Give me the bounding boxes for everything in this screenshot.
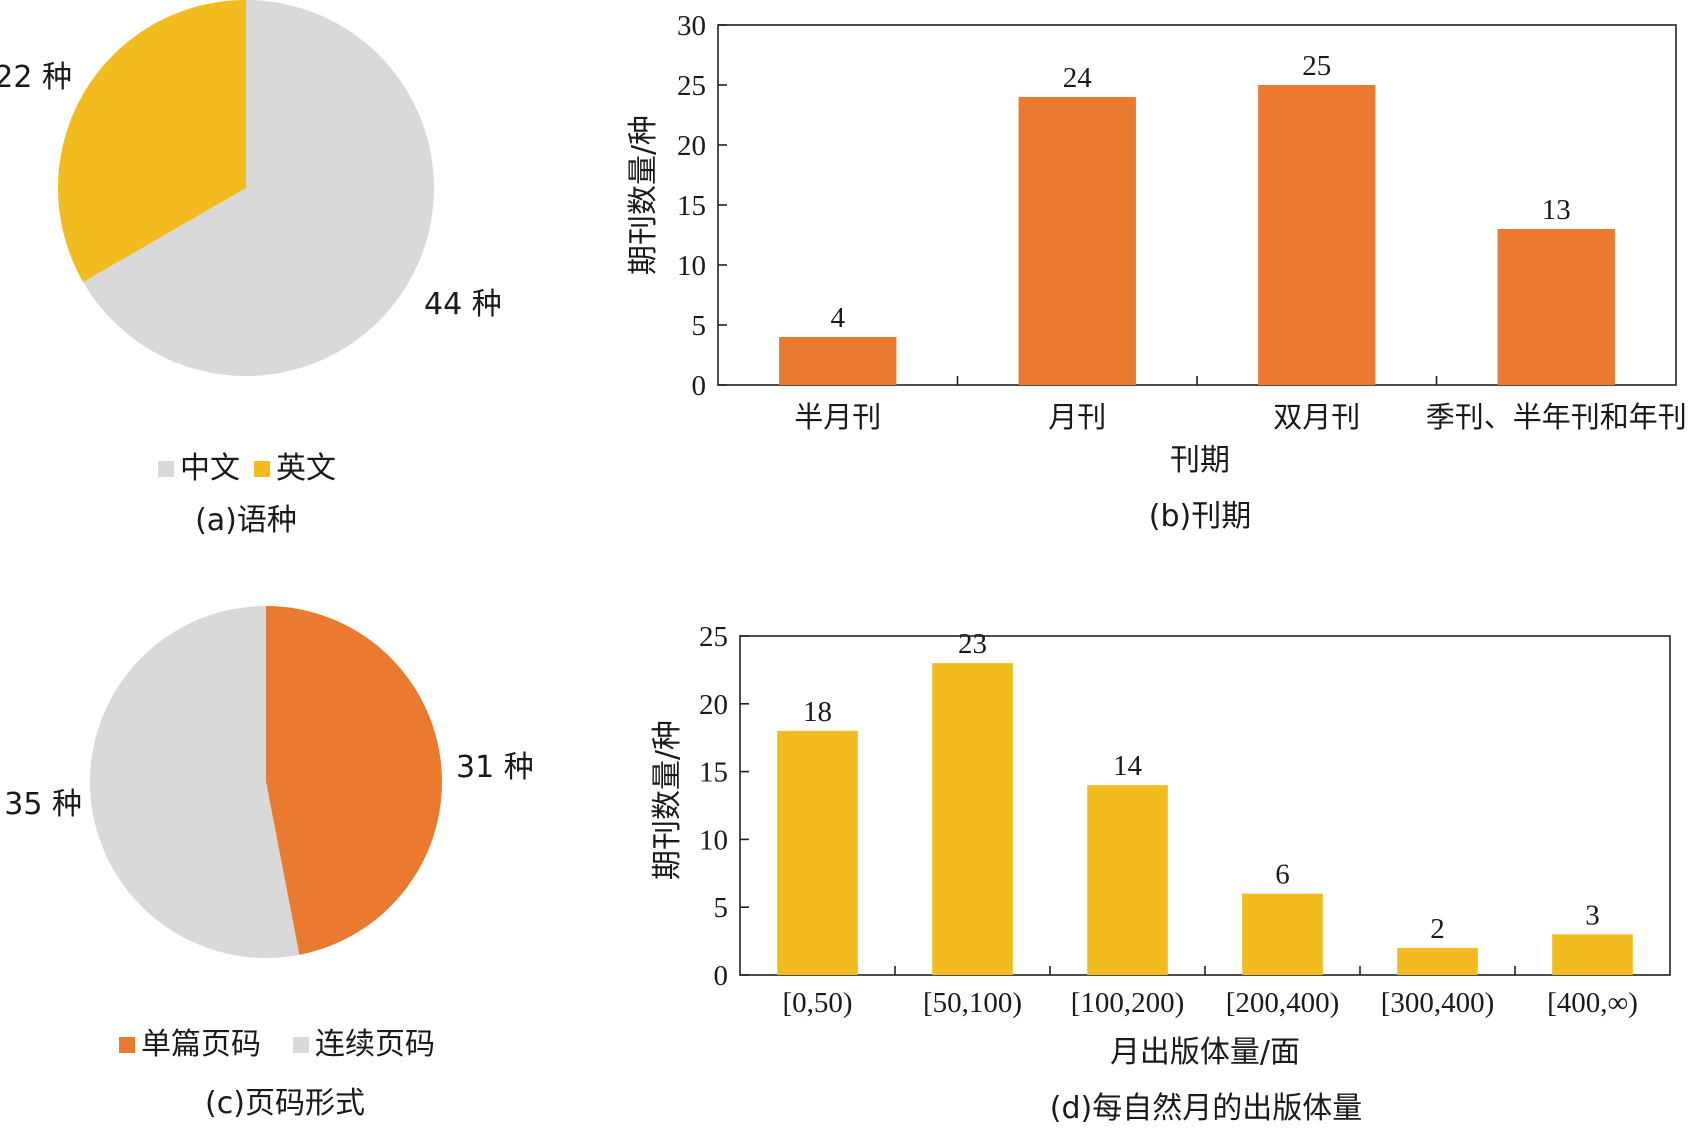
legend-label-英文: 英文: [276, 451, 336, 486]
pie-slice-连续页码: [90, 606, 300, 958]
bar-[300,400): [1397, 947, 1478, 975]
bar-value-label: 3: [1585, 899, 1600, 931]
bar-value-label: 4: [831, 302, 846, 334]
y-tick-label: 30: [677, 10, 706, 42]
legend-label-单篇页码: 单篇页码: [141, 1027, 261, 1062]
legend-swatch-英文: [254, 461, 270, 477]
bar-chart-frequency: 4 24 25 13 0 5 10 15 20 25 30 半月刊 月刊 双月刊 季刊、半年刊和年刊 期…: [626, 10, 1687, 534]
bar-双月刊: [1258, 85, 1376, 385]
bar-[400,∞): [1552, 934, 1633, 975]
y-tick-label: 0: [692, 370, 707, 402]
bar-value-label: 23: [958, 628, 987, 660]
legend-swatch-单篇页码: [119, 1037, 135, 1053]
pie-slice-单篇页码: [266, 606, 443, 955]
y-tick-label: 5: [692, 310, 707, 342]
bar-value-label: 24: [1063, 62, 1093, 94]
plot-frame: [739, 635, 1671, 976]
bar-value-label: 6: [1275, 859, 1290, 891]
x-tick-label: [300,400): [1381, 987, 1495, 1019]
x-tick-label: 季刊、半年刊和年刊: [1426, 400, 1687, 434]
bar-[0,50): [777, 730, 858, 975]
y-tick-label: 20: [699, 689, 728, 721]
x-tick-label: 双月刊: [1273, 400, 1360, 434]
bar-季刊、半年刊和年刊: [1497, 229, 1615, 385]
x-tick-label: [100,200): [1071, 987, 1185, 1019]
legend-swatch-中文: [158, 461, 174, 477]
bar-value-label: 2: [1430, 913, 1445, 945]
bar-[50,100): [932, 663, 1013, 975]
x-tick-label: [50,100): [923, 987, 1022, 1019]
y-tick-label: 25: [699, 621, 728, 653]
caption-c: (c)页码形式: [205, 1086, 365, 1121]
legend-label-中文: 中文: [180, 451, 240, 486]
y-tick-label: 15: [699, 757, 728, 789]
x-tick-label: [400,∞): [1547, 987, 1638, 1019]
y-tick-label: 5: [714, 892, 729, 924]
slice-label-中文: 44 种: [424, 287, 502, 322]
caption-a: (a)语种: [195, 503, 297, 538]
legend-label-连续页码: 连续页码: [315, 1027, 435, 1062]
caption-d: (d)每自然月的出版体量: [1050, 1091, 1362, 1126]
y-tick-label: 20: [677, 130, 706, 162]
slice-label-连续页码: 35 种: [4, 787, 82, 822]
x-tick-label: [200,400): [1226, 987, 1340, 1019]
x-tick-label: 月刊: [1048, 400, 1106, 434]
legend-swatch-连续页码: [293, 1037, 309, 1053]
slice-label-英文: 22 种: [0, 60, 72, 95]
pie-chart-page-number: 31 种 35 种 单篇页码 连续页码 (c)页码形式: [4, 606, 534, 1121]
caption-b: (b)刊期: [1149, 499, 1251, 534]
pie-slice-中文: [83, 0, 434, 376]
bar-[200,400): [1242, 893, 1323, 975]
y-tick-label: 25: [677, 70, 706, 102]
bar-月刊: [1018, 97, 1136, 385]
x-axis-title-b: 刊期: [1170, 443, 1230, 478]
y-tick-label: 10: [677, 250, 706, 282]
y-axis-title-b: 期刊数量/种: [626, 115, 661, 275]
pie-chart-language: 44 种 22 种 中文 英文 (a)语种: [0, 0, 502, 538]
bar-value-label: 18: [803, 696, 832, 728]
bar-value-label: 13: [1542, 194, 1571, 226]
x-tick-label: [0,50): [782, 987, 852, 1019]
bar-半月刊: [779, 337, 897, 385]
slice-label-单篇页码: 31 种: [456, 750, 534, 785]
x-tick-label: 半月刊: [794, 400, 881, 434]
y-tick-label: 15: [677, 190, 706, 222]
y-axis-title-d: 期刊数量/种: [650, 720, 685, 880]
x-axis-title-d: 月出版体量/面: [1110, 1035, 1300, 1070]
y-tick-label: 0: [714, 960, 729, 992]
y-tick-label: 10: [699, 824, 728, 856]
bar-value-label: 14: [1113, 750, 1143, 782]
bar-value-label: 25: [1302, 50, 1331, 82]
bar-[100,200): [1087, 785, 1168, 975]
pie-slice-英文: [57, 0, 246, 282]
